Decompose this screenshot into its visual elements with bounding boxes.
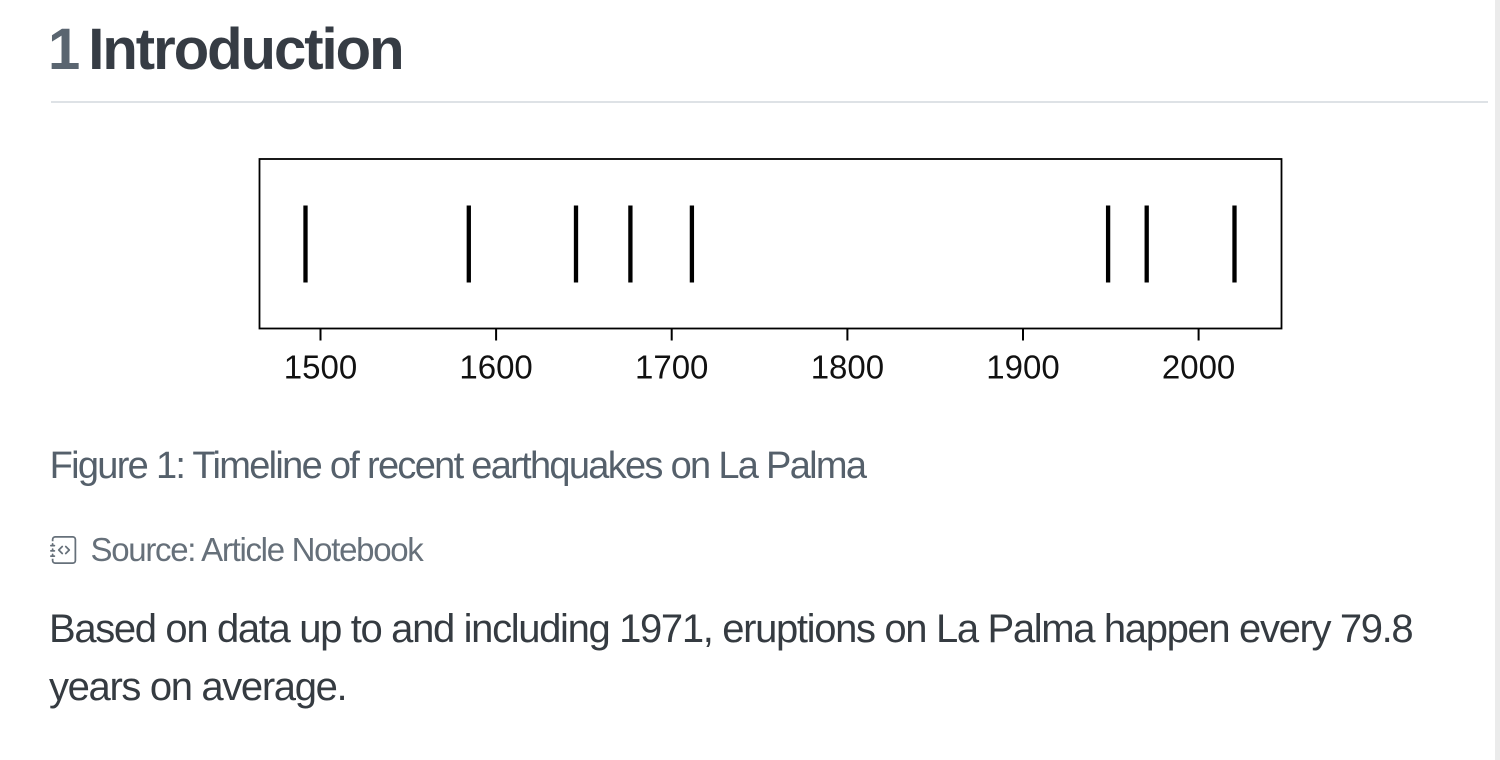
svg-text:1500: 1500 (284, 349, 357, 386)
svg-text:2000: 2000 (1162, 349, 1235, 386)
svg-text:1600: 1600 (459, 349, 532, 386)
svg-text:1700: 1700 (635, 349, 708, 386)
svg-text:1900: 1900 (986, 349, 1059, 386)
svg-text:1800: 1800 (811, 349, 884, 386)
